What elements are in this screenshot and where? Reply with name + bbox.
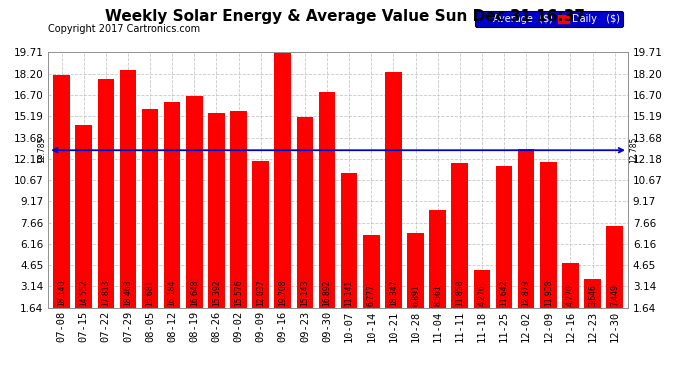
Bar [275,53,291,331]
Text: 16.184: 16.184 [168,280,177,306]
Text: 18.347: 18.347 [389,280,398,306]
Text: 15.576: 15.576 [234,279,243,306]
Text: 17.813: 17.813 [101,280,110,306]
Text: 12.785: 12.785 [37,137,46,164]
Bar [429,210,446,331]
Text: 12.879: 12.879 [522,280,531,306]
Bar [319,92,335,331]
Text: 12.785: 12.785 [629,137,638,164]
Text: 11.642: 11.642 [500,280,509,306]
Bar [97,79,114,331]
Bar [119,70,136,331]
Text: 18.463: 18.463 [124,280,132,306]
Text: 14.552: 14.552 [79,280,88,306]
Bar [208,113,225,331]
Bar [164,102,181,331]
Text: Copyright 2017 Cartronics.com: Copyright 2017 Cartronics.com [48,24,200,34]
Text: 16.648: 16.648 [190,280,199,306]
Bar [297,117,313,331]
Text: Weekly Solar Energy & Average Value Sun Dec 31 16:37: Weekly Solar Energy & Average Value Sun … [105,9,585,24]
Text: 4.770: 4.770 [566,284,575,306]
Text: 6.777: 6.777 [367,284,376,306]
Legend: Average  ($), Daily   ($): Average ($), Daily ($) [475,12,623,27]
Text: 8.561: 8.561 [433,285,442,306]
Text: 4.276: 4.276 [477,284,486,306]
Bar [540,162,557,331]
Bar [518,149,535,331]
Bar [584,279,601,331]
Bar [75,125,92,331]
Text: 15.392: 15.392 [212,280,221,306]
Text: 18.140: 18.140 [57,280,66,306]
Bar [230,111,247,331]
Bar [562,263,579,331]
Bar [253,161,269,331]
Bar [53,75,70,331]
Text: 11.141: 11.141 [345,280,354,306]
Bar [607,225,623,331]
Bar [363,235,380,331]
Bar [341,173,357,331]
Text: 11.858: 11.858 [455,280,464,306]
Bar [186,96,203,331]
Text: 19.708: 19.708 [278,280,287,306]
Text: 15.143: 15.143 [300,280,309,306]
Text: 15.681: 15.681 [146,280,155,306]
Text: 6.891: 6.891 [411,285,420,306]
Text: 12.037: 12.037 [256,280,265,306]
Bar [385,72,402,331]
Bar [495,166,512,331]
Text: 7.449: 7.449 [610,284,619,306]
Text: 16.892: 16.892 [322,280,331,306]
Bar [407,233,424,331]
Text: 3.646: 3.646 [588,284,597,306]
Bar [141,110,159,331]
Bar [473,270,490,331]
Text: 11.938: 11.938 [544,280,553,306]
Bar [451,163,468,331]
